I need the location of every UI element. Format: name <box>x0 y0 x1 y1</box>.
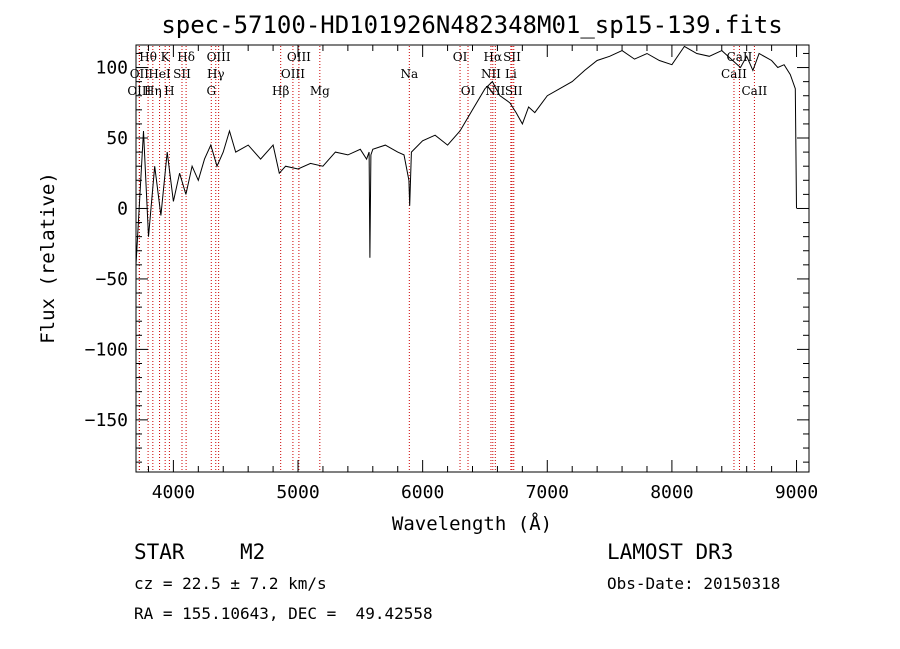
spectral-line-label: OI <box>461 84 476 98</box>
spectral-line-label: SII <box>503 50 521 64</box>
spectral-line-label: Hη <box>144 84 162 98</box>
spectral-line-label: OIII <box>287 50 311 64</box>
x-tick-label: 6000 <box>401 482 444 503</box>
redshift-velocity: cz = 22.5 ± 7.2 km/s <box>134 574 327 593</box>
chart-title: spec-57100-HD101926N482348M01_sp15-139.f… <box>161 11 782 39</box>
spectrum-series-line <box>135 45 797 265</box>
spectral-line-label: OIII <box>127 84 151 98</box>
spectral-line-label: OI <box>453 50 468 64</box>
x-tick-label: 9000 <box>775 482 818 503</box>
y-tick-label: −50 <box>95 269 128 290</box>
y-tick-label: −100 <box>85 339 128 360</box>
x-tick-label: 7000 <box>526 482 569 503</box>
spectral-line-label: Na <box>400 67 418 81</box>
y-axis-label: Flux (relative) <box>37 172 59 344</box>
y-tick-label: 50 <box>106 128 128 149</box>
x-tick-label: 5000 <box>276 482 319 503</box>
spectral-line-label: HeI <box>148 67 171 81</box>
spectral-line-label: OIII <box>281 67 305 81</box>
observation-date: Obs-Date: 20150318 <box>607 574 781 593</box>
spectral-line-label: Li <box>505 67 517 81</box>
object-subclass: M2 <box>240 540 266 564</box>
survey-name: LAMOST DR3 <box>607 540 734 564</box>
y-tick-label: 0 <box>117 198 128 219</box>
spectral-line-label: OII <box>130 67 150 81</box>
x-axis-ticks: 4000 5000 6000 7000 8000 9000 <box>147 45 818 503</box>
spectral-line-label: CaII <box>721 67 747 81</box>
x-tick-label: 4000 <box>152 482 195 503</box>
spectral-line-label: OIII <box>207 50 231 64</box>
coordinates: RA = 155.10643, DEC = 49.42558 <box>134 604 433 623</box>
y-tick-label: 100 <box>95 58 128 79</box>
spectral-line-label: Mg <box>310 84 330 98</box>
spectral-line-label: NII <box>481 67 501 81</box>
object-class: STAR <box>134 540 185 564</box>
spectral-line-label: NII <box>485 84 505 98</box>
spectral-line-label: CaII <box>741 84 767 98</box>
spectral-line-label: SII <box>173 67 191 81</box>
spectral-line-label: G <box>206 84 216 98</box>
spectral-line-label: Hθ <box>139 50 157 64</box>
x-tick-label: 8000 <box>650 482 693 503</box>
spectral-line-label: Hγ <box>207 67 225 81</box>
spectral-line-label: SII <box>505 84 523 98</box>
y-tick-label: −150 <box>85 410 128 431</box>
spectral-line-label: Hβ <box>272 84 289 98</box>
spectral-line-label: Hδ <box>177 50 195 64</box>
y-axis-ticks: −150 −100 −50 0 50 100 <box>85 52 809 463</box>
spectral-line-label: H <box>164 84 174 98</box>
x-axis-label: Wavelength (Å) <box>392 512 552 535</box>
spectral-line-label: Hα <box>484 50 503 64</box>
spectral-line-label: K <box>161 50 171 64</box>
spectral-line-markers <box>138 46 755 471</box>
